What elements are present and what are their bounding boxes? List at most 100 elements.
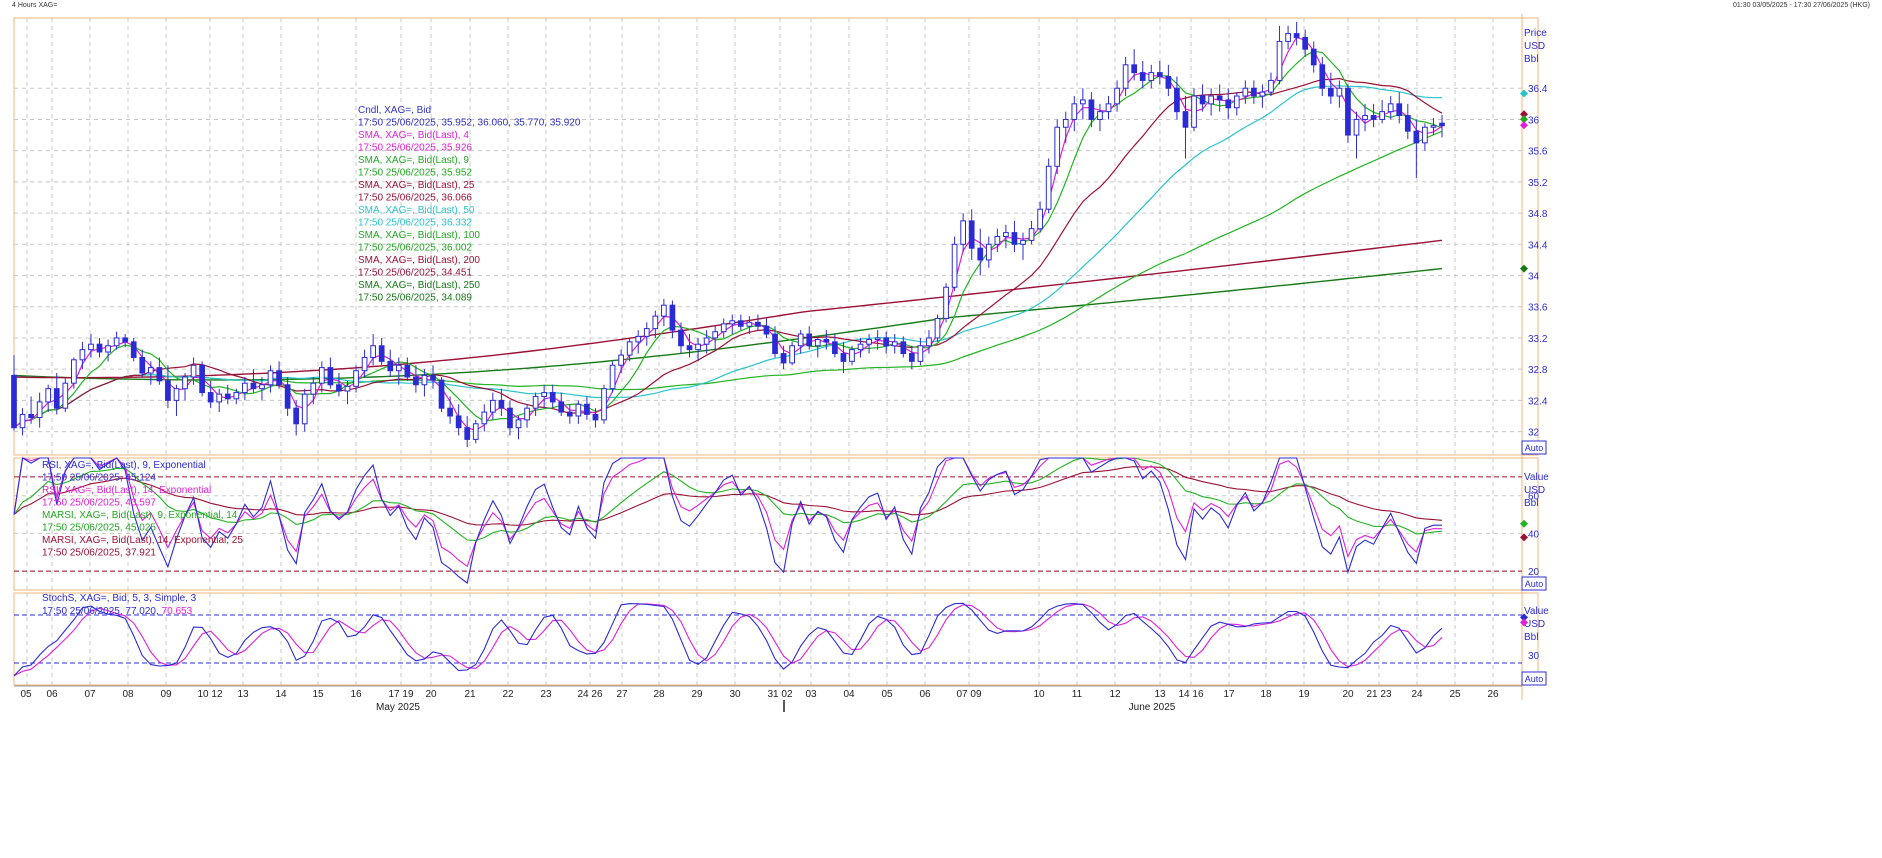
main-auto-button[interactable] (1521, 440, 1547, 455)
rsi-auto-button[interactable] (1521, 576, 1547, 591)
candle-up (1105, 103, 1112, 113)
candle-up (515, 419, 522, 429)
candle-down (1310, 48, 1317, 66)
candle-up (472, 423, 479, 440)
candle-down (11, 374, 17, 429)
candle-up (216, 393, 223, 403)
legend-stoch-k: 17:50 25/06/2025, 77.020, (42, 606, 162, 617)
legend-rsi-value: 17:50 25/06/2025, 37.921 (42, 548, 156, 559)
x-tick-label: 10 12 (197, 689, 222, 700)
candle-up (917, 345, 924, 362)
legend-main-title: Cndl, XAG=, Bid (358, 105, 431, 116)
candle-up (1054, 126, 1061, 167)
candle-up (1285, 33, 1291, 42)
last-value-marker (1520, 110, 1528, 119)
stoch-k-line (13, 602, 1443, 677)
x-tick-label: 07 09 (956, 689, 981, 700)
candle-up (267, 370, 274, 386)
legend-stoch-d: 70.653 (162, 606, 193, 617)
candle-up (71, 359, 77, 384)
candle-down (438, 379, 445, 409)
candle-down (1370, 115, 1377, 120)
sma-50-line (13, 85, 1443, 429)
x-tick-label: 13 (1154, 689, 1166, 700)
candle-down (387, 360, 394, 372)
candle-up (36, 401, 43, 419)
candle-down (455, 415, 462, 429)
candle-up (994, 236, 1001, 245)
legend-main-title: SMA, XAG=, Bid(Last), 250 (358, 280, 480, 291)
candle-down (199, 364, 205, 394)
x-tick-label: 31 02 (767, 689, 792, 700)
candle-up (259, 384, 265, 390)
candle-up (1037, 208, 1043, 230)
candle-up (712, 331, 719, 339)
x-tick-label: 26 (1487, 689, 1499, 700)
chart-time-range: 01:30 03/05/2025 - 17:30 27/06/2025 (HKG… (1733, 2, 1870, 9)
sma-250-line (13, 267, 1443, 381)
candle-down (763, 325, 770, 335)
rsi-auto-label: Auto (1525, 579, 1544, 589)
x-tick-label: 21 23 (1366, 689, 1391, 700)
candle-down (1131, 64, 1138, 74)
candle-down (780, 353, 787, 364)
candle-up (857, 343, 864, 351)
legend-main-value: 17:50 25/06/2025, 35.926 (358, 143, 472, 154)
candle-up (1387, 103, 1394, 113)
candle-up (489, 399, 496, 413)
main-y-tick: 36 (1528, 115, 1540, 126)
last-value-marker (1520, 89, 1528, 98)
main-y-tick: 33.6 (1528, 303, 1548, 314)
x-tick-label: 13 (237, 689, 249, 700)
stoch-last-marker (1520, 618, 1528, 627)
rsi-axis-label: Bbl (1524, 498, 1538, 509)
legend-main-value: 17:50 25/06/2025, 36.332 (358, 218, 472, 229)
candle-down (1156, 72, 1163, 78)
candle-down (1011, 232, 1018, 245)
candle-up (1208, 95, 1214, 105)
candle-up (1028, 228, 1035, 241)
candle-up (814, 339, 821, 347)
candle-up (344, 385, 351, 392)
candle-down (1439, 122, 1445, 127)
candle-up (370, 345, 376, 358)
candle-down (1225, 99, 1232, 109)
candle-down (430, 374, 436, 381)
candle-down (404, 364, 411, 378)
candle-up (1422, 126, 1428, 144)
legend-main-title: SMA, XAG=, Bid(Last), 50 (358, 205, 475, 216)
candle-up (1062, 118, 1069, 128)
candle-up (695, 343, 701, 351)
candle-down (584, 403, 590, 415)
candle-up (746, 321, 753, 327)
main-axis-label: Bbl (1524, 54, 1538, 65)
stoch-auto-button[interactable] (1521, 671, 1547, 686)
candle-up (960, 220, 967, 245)
x-tick-label: 18 (1260, 689, 1272, 700)
candle-up (310, 382, 317, 395)
panel-frame-rsi (13, 457, 1539, 591)
legend-main-value: 17:50 25/06/2025, 35.952 (358, 168, 472, 179)
candle-down (1327, 87, 1334, 97)
legend-rsi-title: MARSI, XAG=, Bid(Last), 14, Exponential,… (42, 535, 243, 546)
candle-down (772, 333, 778, 355)
candle-up (609, 364, 616, 390)
candle-down (1251, 87, 1257, 97)
candle-up (45, 388, 52, 403)
candle-down (28, 413, 34, 419)
candle-up (661, 304, 667, 317)
candle-down (1139, 72, 1146, 81)
x-tick-label: 06 (46, 689, 58, 700)
candle-up (395, 364, 402, 372)
candle-down (968, 220, 975, 249)
candle-down (276, 370, 282, 386)
candle-up (1114, 87, 1120, 105)
candle-down (1216, 95, 1223, 101)
candle-down (1413, 130, 1420, 144)
x-tick-label: 23 (540, 689, 552, 700)
x-tick-label: 15 (312, 689, 324, 700)
candle-down (669, 304, 676, 331)
candle-down (832, 341, 838, 355)
last-value-marker (1520, 115, 1528, 124)
